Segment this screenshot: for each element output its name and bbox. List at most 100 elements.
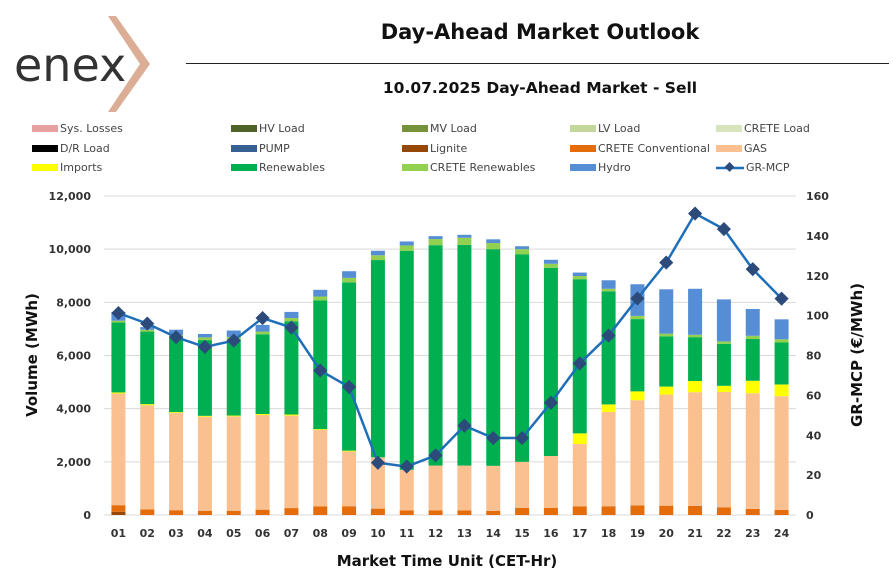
chart-subtitle: 10.07.2025 Day-Ahead Market - Sell [382,79,698,97]
bar-segment-gas [140,405,155,510]
bar-segment-crete-renewables [457,237,472,245]
bar-segment-crete-conventional [688,505,703,515]
y2-tick-label: 120 [806,270,829,283]
bar-segment-crete-conventional [774,509,789,515]
bar-segment-crete-conventional [428,510,443,515]
bar-segment-hydro [659,289,674,334]
x-axis-title: Market Time Unit (CET-Hr) [337,552,558,570]
legend-swatch [32,125,58,132]
bar-segment-renewables [226,339,241,416]
legend-label: Sys. Losses [60,122,123,135]
bar-segment-gas [197,416,212,511]
legend-item: GR-MCP [716,161,790,174]
bar-segment-crete-conventional [140,509,155,515]
bar-segment-renewables [543,267,558,456]
bar-stack-03 [169,329,184,515]
bar-stack-05 [226,330,241,515]
bar-segment-crete-conventional [255,509,270,515]
bar-segment-crete-renewables [572,276,587,280]
bar-stack-22 [716,299,731,515]
legend-swatch [402,164,428,171]
x-tick-label: 08 [313,527,328,540]
bar-segment-crete-renewables [515,249,530,255]
bar-segment-crete-renewables [630,315,645,320]
legend-item: CRETE Conventional [570,142,710,155]
x-tick-label: 01 [111,527,126,540]
bar-stack-16 [543,259,558,515]
bar-segment-crete-conventional [111,505,126,512]
bar-segment-hydro [428,236,443,240]
mcp-line [117,211,783,468]
legend-label: LV Load [598,122,641,135]
bar-segment-hydro [284,311,299,319]
bar-stack-07 [284,311,299,515]
x-tick-label: 12 [428,527,443,540]
bar-segment-gas [226,416,241,511]
bar-segment-gas [486,465,501,512]
bar-stack-08 [313,289,328,515]
y-axis-title: Volume (MWh) [23,293,41,417]
bar-stack-20 [659,289,674,515]
bar-segment-crete-renewables [197,337,212,341]
bar-segment-gas [688,392,703,506]
bar-segment-crete-renewables [313,296,328,301]
y2-tick-label: 60 [806,389,822,402]
mcp-point [774,291,789,306]
bar-segment-imports [342,450,357,452]
legend-line-marker-icon [716,161,744,174]
y-tick-label: 4,000 [56,403,91,416]
bar-segment-crete-renewables [284,318,299,322]
bar-segment-crete-conventional [169,510,184,515]
mcp-point [630,291,645,306]
bar-segment-renewables [486,249,501,466]
bar-segment-crete-conventional [284,508,299,515]
bar-segment-hydro [197,333,212,338]
legend-item: CRETE Load [716,122,810,135]
bar-segment-imports [197,415,212,417]
y-tick-label: 8,000 [56,296,91,309]
bar-segment-crete-conventional [342,506,357,515]
bar-stack-01 [111,311,126,515]
bar-segment-crete-conventional [716,507,731,515]
bar-segment-imports [601,404,616,412]
x-tick-label: 23 [745,527,760,540]
y2-tick-label: 20 [806,469,822,482]
bar-segment-crete-renewables [688,334,703,338]
mcp-point [543,395,558,410]
bar-segment-crete-conventional [515,507,530,515]
x-tick-label: 24 [774,527,790,540]
bar-segment-crete-conventional [745,508,760,515]
y2-tick-label: 40 [806,429,822,442]
x-tick-label: 04 [197,527,213,540]
x-tick-label: 06 [255,527,271,540]
bar-segment-gas [774,396,789,510]
bar-segment-imports [111,392,126,394]
bar-segment-hydro [716,299,731,342]
y-tick-label: 12,000 [49,190,92,203]
x-tick-label: 16 [543,527,559,540]
legend-item: PUMP [231,142,290,155]
mcp-point [428,448,443,463]
mcp-point [342,379,357,395]
bar-stack-02 [140,327,155,515]
bar-stack-19 [630,284,645,515]
bar-segment-gas [543,455,558,508]
legend-item: Renewables [231,161,325,174]
y2-tick-label: 140 [806,230,829,243]
bar-segment-imports [226,415,241,417]
legend-swatch [402,144,428,152]
bar-segment-crete-conventional [457,510,472,515]
bar-segment-renewables [111,322,126,393]
bar-segment-imports [169,412,184,413]
x-tick-label: 09 [341,527,356,540]
x-tick-label: 05 [226,527,241,540]
y-tick-label: 6,000 [56,350,91,363]
mcp-point [313,363,328,378]
bar-segment-gas [572,444,587,507]
bar-segment-crete-renewables [716,341,731,344]
legend-item: D/R Load [32,142,110,155]
legend-item: Lignite [402,142,467,155]
bar-segment-gas [716,391,731,508]
bar-segment-crete-renewables [342,277,357,283]
bar-segment-crete-conventional [572,506,587,515]
